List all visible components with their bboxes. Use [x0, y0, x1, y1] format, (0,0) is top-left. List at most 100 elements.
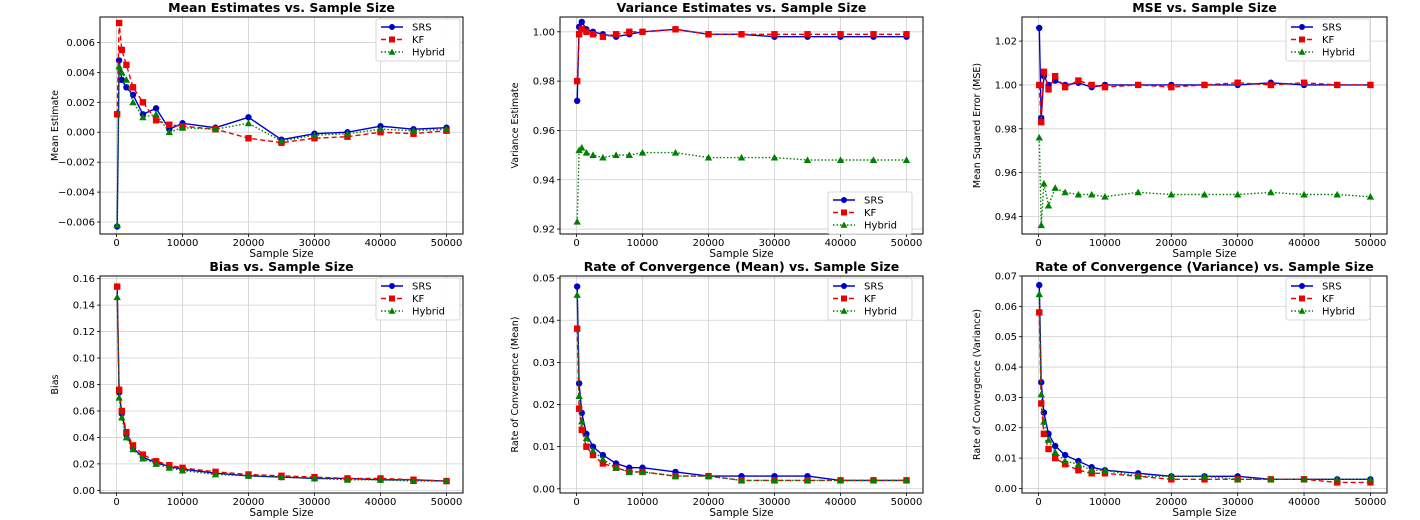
data-point-kf [344, 133, 351, 140]
legend-label-kf: KF [412, 294, 425, 305]
y-axis-label: Rate of Convergence (Mean) [510, 317, 521, 453]
y-tick-label: 1.02 [995, 37, 1017, 48]
data-point-hybrid [139, 113, 147, 121]
data-point-kf [1036, 81, 1043, 89]
legend-label-srs: SRS [412, 23, 432, 34]
chart-title: Bias vs. Sample Size [209, 259, 353, 274]
data-point-kf [1367, 479, 1374, 486]
x-tick-label: 0 [1035, 497, 1041, 508]
data-point-hybrid [902, 156, 911, 163]
y-tick-label: 1.00 [995, 80, 1017, 91]
data-point-srs [573, 283, 581, 290]
x-tick-label: 20000 [1155, 497, 1187, 508]
legend-marker-srs [389, 24, 395, 30]
data-point-hybrid [869, 476, 878, 484]
y-tick-label: 0.98 [995, 124, 1017, 135]
data-point-hybrid [118, 68, 126, 76]
data-point-hybrid [1037, 390, 1045, 398]
data-point-hybrid [442, 477, 451, 485]
legend-label-hybrid: Hybrid [864, 221, 897, 232]
x-tick-label: 30000 [1222, 238, 1254, 249]
legend-label-kf: KF [1322, 294, 1335, 305]
data-point-hybrid [1200, 190, 1209, 198]
x-tick-label: 40000 [825, 238, 857, 249]
data-point-kf [311, 135, 318, 142]
chart-title: Rate of Convergence (Variance) vs. Sampl… [1035, 259, 1373, 274]
series-group [1035, 281, 1375, 486]
x-tick-label: 10000 [627, 497, 659, 508]
data-point-hybrid [671, 148, 680, 156]
data-point-hybrid [770, 476, 779, 484]
data-point-kf [578, 26, 585, 33]
data-point-hybrid [578, 144, 586, 151]
y-tick-label: 0.000 [66, 128, 95, 139]
legend-label-kf: KF [412, 35, 425, 46]
data-point-hybrid [376, 125, 385, 133]
series-line-hybrid [576, 146, 907, 222]
data-point-kf [139, 99, 147, 106]
data-point-hybrid [573, 291, 581, 298]
y-tick-label: 0.01 [533, 442, 555, 453]
data-point-srs [573, 97, 581, 105]
data-point-hybrid [589, 151, 597, 159]
y-tick-label: 0.04 [533, 316, 555, 327]
data-point-hybrid [625, 468, 633, 475]
data-point-srs [1061, 451, 1069, 459]
data-point-kf [1367, 81, 1374, 89]
data-point-srs [123, 84, 130, 91]
y-tick-label: 0.96 [995, 168, 1017, 179]
x-tick-label: 20000 [1155, 238, 1187, 249]
data-point-kf [1201, 81, 1208, 89]
data-point-kf [1101, 470, 1109, 477]
data-point-kf [837, 31, 844, 38]
data-point-kf [1134, 81, 1142, 89]
legend-marker-srs [1299, 24, 1305, 30]
y-tick-label: 0.00 [73, 486, 95, 497]
data-point-kf [599, 460, 607, 467]
data-point-hybrid [211, 470, 220, 478]
y-tick-label: 0.96 [533, 126, 555, 137]
series-group [573, 283, 911, 484]
data-point-hybrid [442, 125, 451, 133]
y-tick-label: 0.98 [533, 77, 555, 88]
data-point-kf [1101, 83, 1109, 91]
data-point-hybrid [638, 468, 647, 475]
data-point-kf [113, 283, 121, 290]
y-tick-label: 0.06 [995, 302, 1017, 313]
data-point-kf [113, 111, 121, 118]
data-point-kf [1075, 467, 1082, 474]
data-point-kf [1334, 479, 1341, 486]
legend-marker-hybrid [388, 307, 396, 314]
x-tick-label: 50000 [431, 497, 463, 508]
y-tick-label: 0.06 [73, 406, 95, 417]
y-tick-label: 1.00 [533, 27, 555, 38]
series-line-hybrid [116, 297, 447, 482]
data-point-hybrid [129, 445, 137, 453]
data-point-hybrid [1167, 472, 1175, 480]
data-point-hybrid [1044, 436, 1053, 443]
legend-marker-kf [1299, 295, 1305, 302]
y-tick-label: 0.03 [533, 358, 555, 369]
data-point-srs [1036, 281, 1043, 289]
data-point-kf [1045, 86, 1052, 93]
data-point-srs [129, 91, 137, 99]
data-point-kf [1334, 81, 1341, 89]
data-point-hybrid [612, 151, 620, 159]
x-tick-label: 0 [1035, 238, 1041, 249]
x-tick-label: 0 [573, 238, 579, 249]
x-tick-label: 0 [573, 497, 579, 508]
data-point-kf [1168, 476, 1175, 483]
data-point-hybrid [122, 76, 131, 83]
y-tick-label: −0.004 [58, 188, 95, 199]
x-tick-label: 20000 [693, 238, 725, 249]
y-axis-label: Variance Estimate [510, 82, 521, 168]
data-point-hybrid [178, 466, 187, 474]
data-point-kf [575, 405, 583, 412]
legend-label-kf: KF [864, 294, 877, 305]
data-point-kf [583, 443, 590, 450]
data-point-hybrid [1366, 475, 1375, 483]
data-point-hybrid [152, 460, 160, 467]
